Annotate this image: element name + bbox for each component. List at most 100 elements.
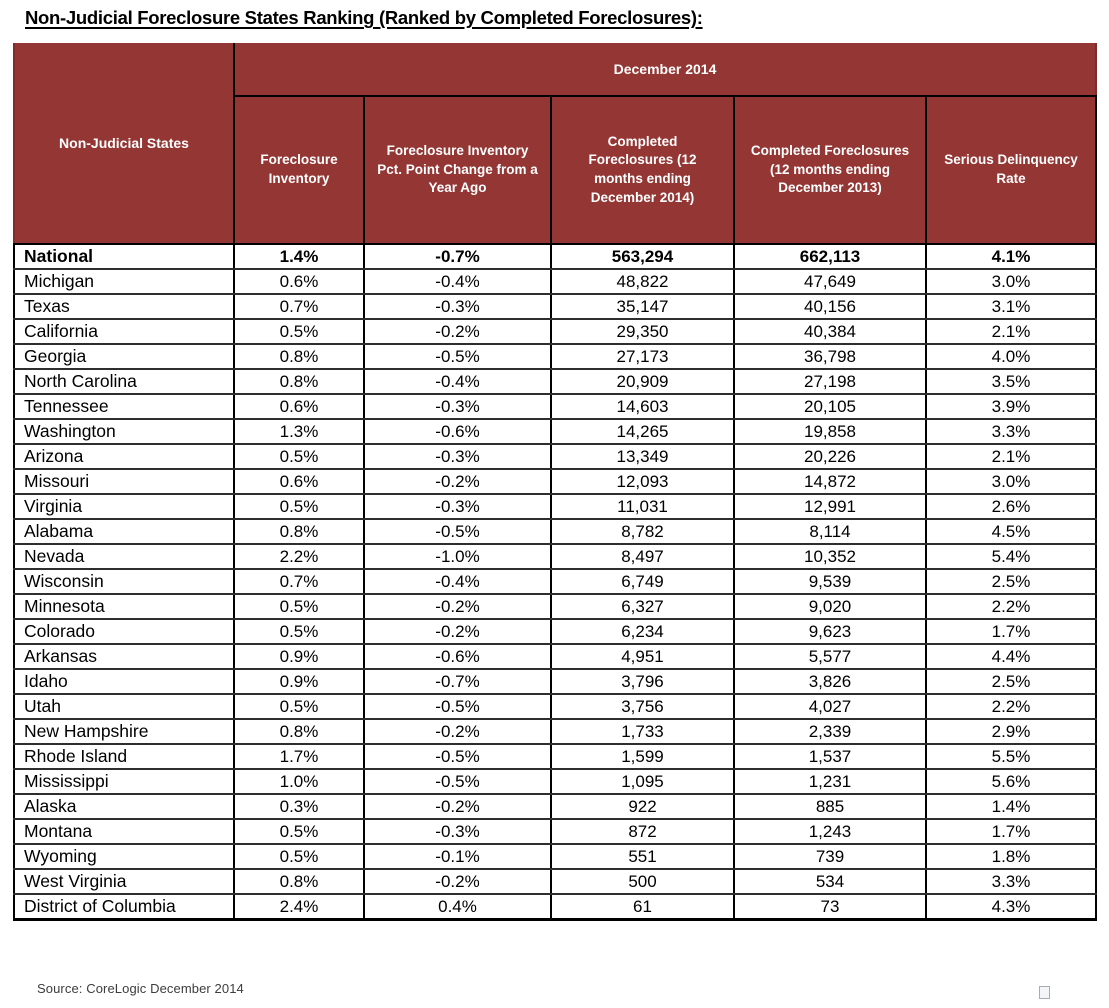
value-cell: 0.4% bbox=[363, 893, 552, 921]
value-cell: 1,231 bbox=[733, 768, 927, 795]
value-cell: 4.0% bbox=[925, 343, 1097, 370]
value-cell: 14,872 bbox=[733, 468, 927, 495]
table-row: Washington 1.3% -0.6% 14,265 19,858 3.3% bbox=[13, 418, 1097, 445]
value-cell: 0.5% bbox=[233, 493, 365, 520]
value-cell: 1,733 bbox=[550, 718, 735, 745]
foreclosure-ranking-table: Non-Judicial States December 2014 Forecl… bbox=[13, 43, 1097, 921]
value-cell: 36,798 bbox=[733, 343, 927, 370]
state-name-cell: West Virginia bbox=[13, 868, 235, 895]
value-cell: 3.1% bbox=[925, 293, 1097, 320]
value-cell: 1,243 bbox=[733, 818, 927, 845]
value-cell: -0.4% bbox=[363, 568, 552, 595]
value-cell: 0.5% bbox=[233, 318, 365, 345]
state-name-cell: New Hampshire bbox=[13, 718, 235, 745]
value-cell: 1,095 bbox=[550, 768, 735, 795]
table-header: Non-Judicial States December 2014 Forecl… bbox=[13, 43, 1097, 245]
value-cell: 4.5% bbox=[925, 518, 1097, 545]
value-cell: 551 bbox=[550, 843, 735, 870]
state-name-cell: Tennessee bbox=[13, 393, 235, 420]
value-cell: 47,649 bbox=[733, 268, 927, 295]
value-cell: -0.2% bbox=[363, 793, 552, 820]
value-cell: -0.2% bbox=[363, 618, 552, 645]
state-name-cell: Wisconsin bbox=[13, 568, 235, 595]
group-header-cell: December 2014 bbox=[233, 43, 1097, 97]
value-cell: 1.3% bbox=[233, 418, 365, 445]
value-cell: 2.1% bbox=[925, 443, 1097, 470]
table-row: Georgia 0.8% -0.5% 27,173 36,798 4.0% bbox=[13, 343, 1097, 370]
value-cell: 27,198 bbox=[733, 368, 927, 395]
row-header-cell: Non-Judicial States bbox=[13, 43, 235, 245]
value-cell: -0.2% bbox=[363, 468, 552, 495]
value-cell: 3.9% bbox=[925, 393, 1097, 420]
state-name-cell: Alaska bbox=[13, 793, 235, 820]
state-name-cell: Mississippi bbox=[13, 768, 235, 795]
table-row: Alabama 0.8% -0.5% 8,782 8,114 4.5% bbox=[13, 518, 1097, 545]
value-cell: -1.0% bbox=[363, 543, 552, 570]
value-cell: 0.7% bbox=[233, 568, 365, 595]
value-cell: 872 bbox=[550, 818, 735, 845]
value-cell: -0.3% bbox=[363, 443, 552, 470]
table-row: New Hampshire 0.8% -0.2% 1,733 2,339 2.9% bbox=[13, 718, 1097, 745]
value-cell: 662,113 bbox=[733, 243, 927, 270]
value-cell: 4,027 bbox=[733, 693, 927, 720]
table-row: Idaho 0.9% -0.7% 3,796 3,826 2.5% bbox=[13, 668, 1097, 695]
value-cell: 1,537 bbox=[733, 743, 927, 770]
column-header: Completed Foreclosures (12 months ending… bbox=[550, 95, 735, 245]
value-cell: 0.5% bbox=[233, 618, 365, 645]
value-cell: 11,031 bbox=[550, 493, 735, 520]
value-cell: 0.8% bbox=[233, 368, 365, 395]
value-cell: 1.8% bbox=[925, 843, 1097, 870]
state-name-cell: Wyoming bbox=[13, 843, 235, 870]
value-cell: 9,539 bbox=[733, 568, 927, 595]
value-cell: 2.2% bbox=[925, 593, 1097, 620]
value-cell: 10,352 bbox=[733, 543, 927, 570]
table-row: Minnesota 0.5% -0.2% 6,327 9,020 2.2% bbox=[13, 593, 1097, 620]
value-cell: 14,265 bbox=[550, 418, 735, 445]
value-cell: 2.5% bbox=[925, 568, 1097, 595]
table-row: Arkansas 0.9% -0.6% 4,951 5,577 4.4% bbox=[13, 643, 1097, 670]
value-cell: -0.1% bbox=[363, 843, 552, 870]
value-cell: 4.4% bbox=[925, 643, 1097, 670]
state-name-cell: Michigan bbox=[13, 268, 235, 295]
value-cell: 0.6% bbox=[233, 468, 365, 495]
state-name-cell: Washington bbox=[13, 418, 235, 445]
value-cell: 3,826 bbox=[733, 668, 927, 695]
value-cell: 1.7% bbox=[233, 743, 365, 770]
state-name-cell: Texas bbox=[13, 293, 235, 320]
value-cell: 885 bbox=[733, 793, 927, 820]
table-body: National 1.4% -0.7% 563,294 662,113 4.1% Michi… bbox=[13, 243, 1097, 921]
value-cell: 1,599 bbox=[550, 743, 735, 770]
value-cell: 8,782 bbox=[550, 518, 735, 545]
value-cell: 0.5% bbox=[233, 443, 365, 470]
table-row: Nevada 2.2% -1.0% 8,497 10,352 5.4% bbox=[13, 543, 1097, 570]
value-cell: 1.7% bbox=[925, 818, 1097, 845]
column-header: Foreclosure Inventory Pct. Point Change … bbox=[363, 95, 552, 245]
page-title: Non-Judicial Foreclosure States Ranking … bbox=[25, 7, 703, 28]
value-cell: 3.3% bbox=[925, 868, 1097, 895]
value-cell: 0.8% bbox=[233, 718, 365, 745]
value-cell: -0.2% bbox=[363, 593, 552, 620]
state-name-cell: Georgia bbox=[13, 343, 235, 370]
value-cell: 0.3% bbox=[233, 793, 365, 820]
value-cell: 20,105 bbox=[733, 393, 927, 420]
table-row: Utah 0.5% -0.5% 3,756 4,027 2.2% bbox=[13, 693, 1097, 720]
value-cell: -0.7% bbox=[363, 243, 552, 270]
value-cell: 2.9% bbox=[925, 718, 1097, 745]
column-header: Completed Foreclosures (12 months ending… bbox=[733, 95, 927, 245]
table-row: Wisconsin 0.7% -0.4% 6,749 9,539 2.5% bbox=[13, 568, 1097, 595]
value-cell: 5,577 bbox=[733, 643, 927, 670]
value-cell: 534 bbox=[733, 868, 927, 895]
table-row: California 0.5% -0.2% 29,350 40,384 2.1% bbox=[13, 318, 1097, 345]
value-cell: 35,147 bbox=[550, 293, 735, 320]
value-cell: 2.4% bbox=[233, 893, 365, 921]
value-cell: 500 bbox=[550, 868, 735, 895]
value-cell: -0.6% bbox=[363, 418, 552, 445]
value-cell: 1.4% bbox=[233, 243, 365, 270]
value-cell: 9,623 bbox=[733, 618, 927, 645]
state-name-cell: Rhode Island bbox=[13, 743, 235, 770]
value-cell: 0.9% bbox=[233, 643, 365, 670]
value-cell: 27,173 bbox=[550, 343, 735, 370]
value-cell: -0.2% bbox=[363, 868, 552, 895]
table-row: Rhode Island 1.7% -0.5% 1,599 1,537 5.5% bbox=[13, 743, 1097, 770]
state-name-cell: Montana bbox=[13, 818, 235, 845]
